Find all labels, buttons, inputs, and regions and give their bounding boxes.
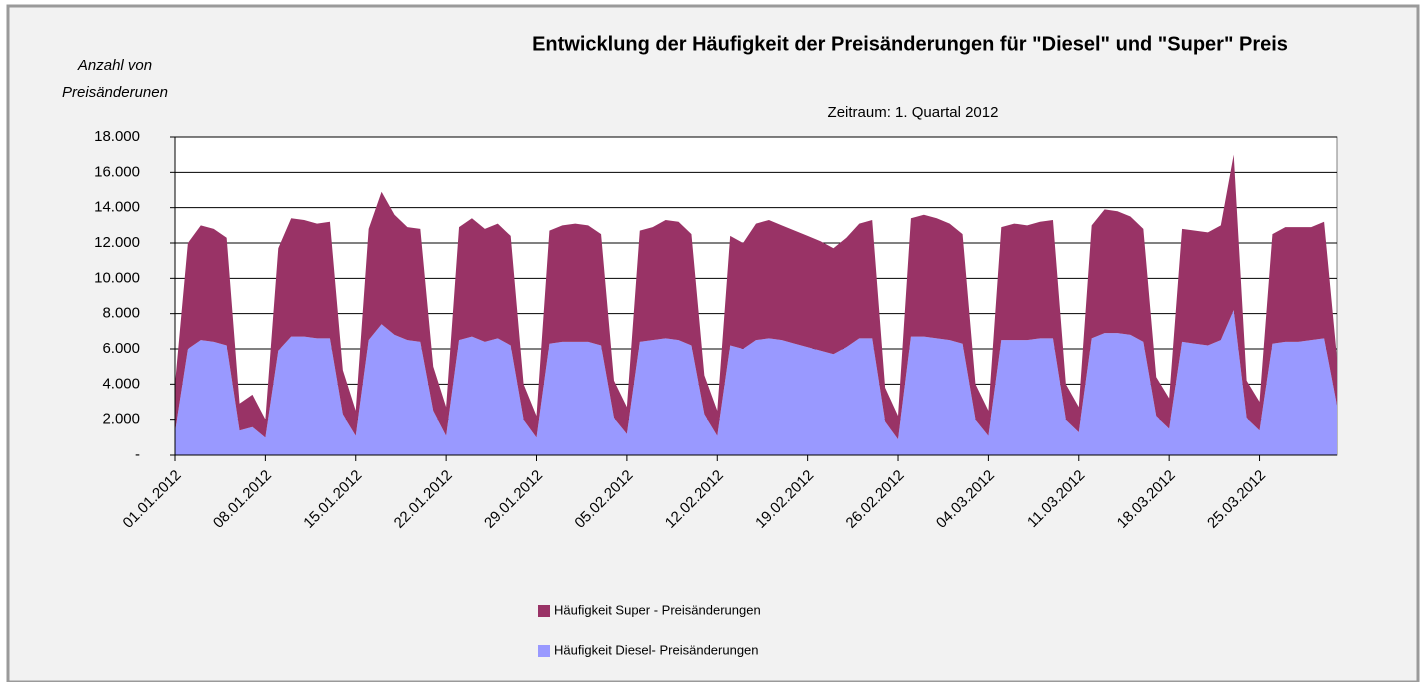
- y-tick-label: 16.000: [94, 163, 140, 180]
- y-axis-title: Anzahl von Preisänderunen: [62, 57, 168, 101]
- legend-swatch: [538, 645, 550, 657]
- y-tick-label: 4.000: [102, 375, 140, 392]
- y-tick-label: 6.000: [102, 340, 140, 357]
- chart-title: Entwicklung der Häufigkeit der Preisände…: [532, 33, 1288, 55]
- y-tick-label: 14.000: [94, 199, 140, 216]
- y-tick-label: -: [135, 446, 140, 463]
- legend-label: Häufigkeit Diesel- Preisänderungen: [554, 642, 759, 657]
- legend-label: Häufigkeit Super - Preisänderungen: [554, 602, 761, 617]
- legend-swatch: [538, 605, 550, 617]
- y-tick-label: 12.000: [94, 234, 140, 251]
- area: [175, 310, 1337, 455]
- y-tick-label: 18.000: [94, 128, 140, 145]
- y-tick-label: 8.000: [102, 305, 140, 322]
- area: [175, 154, 1337, 440]
- y-tick-label: 10.000: [94, 269, 140, 286]
- chart-subtitle: Zeitraum: 1. Quartal 2012: [828, 104, 999, 121]
- y-tick-label: 2.000: [102, 411, 140, 428]
